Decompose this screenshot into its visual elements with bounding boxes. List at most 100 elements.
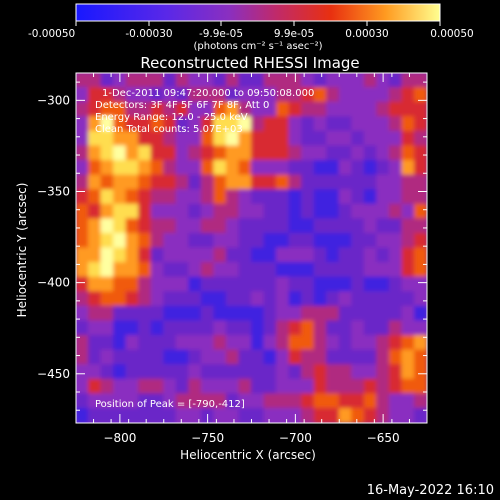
- heatmap-cell: [125, 291, 140, 307]
- heatmap-cell: [175, 116, 190, 132]
- heatmap-cell: [188, 262, 202, 278]
- heatmap-cell: [288, 393, 303, 409]
- heatmap-cell: [313, 262, 328, 278]
- heatmap-cell: [100, 130, 115, 147]
- heatmap-cell: [413, 276, 427, 293]
- heatmap-cell: [113, 130, 127, 147]
- heatmap-cell: [288, 335, 303, 351]
- heatmap-cell: [138, 145, 152, 161]
- heatmap-cell: [188, 320, 202, 336]
- heatmap-cell: [301, 393, 315, 409]
- heatmap-cell: [213, 393, 227, 409]
- heatmap-cell: [338, 407, 353, 423]
- heatmap-cell: [263, 335, 278, 351]
- heatmap-cell: [313, 87, 328, 103]
- heatmap-cell: [125, 73, 140, 89]
- heatmap-cell: [301, 189, 315, 205]
- heatmap-cell: [401, 145, 415, 161]
- heatmap-cell: [363, 203, 378, 220]
- heatmap-cell: [138, 203, 152, 220]
- heatmap-cell: [413, 218, 427, 234]
- heatmap-cell: [125, 276, 140, 293]
- heatmap-cell: [276, 349, 290, 366]
- heatmap-cell: [150, 203, 165, 220]
- heatmap-cell: [351, 232, 365, 249]
- heatmap-cell: [188, 291, 202, 307]
- heatmap-cell: [388, 218, 403, 234]
- heatmap-cell: [351, 145, 365, 161]
- heatmap-cell: [388, 276, 403, 293]
- heatmap-cell: [238, 160, 252, 176]
- heatmap-cell: [288, 160, 303, 176]
- heatmap-cell: [401, 335, 415, 351]
- heatmap-cell: [401, 189, 415, 205]
- heatmap-cell: [175, 407, 190, 423]
- heatmap-cell: [376, 335, 390, 351]
- heatmap-cell: [76, 232, 90, 249]
- heatmap-cell: [76, 393, 90, 409]
- heatmap-cell: [213, 407, 227, 423]
- heatmap-cell: [88, 291, 102, 307]
- heatmap-cell: [251, 320, 265, 336]
- heatmap-cell: [301, 378, 315, 395]
- heatmap-cell: [213, 145, 227, 161]
- colorbar-tick-label: 0.00050: [430, 28, 473, 40]
- heatmap-cell: [263, 145, 278, 161]
- chart-title: Reconstructed RHESSI Image: [140, 54, 359, 72]
- heatmap-cell: [88, 87, 102, 103]
- heatmap-cell: [338, 160, 353, 176]
- heatmap-cell: [150, 407, 165, 423]
- heatmap-cell: [188, 407, 202, 423]
- heatmap-cell: [100, 291, 115, 307]
- heatmap-cell: [301, 407, 315, 423]
- heatmap-cell: [225, 203, 240, 220]
- heatmap-cell: [363, 116, 378, 132]
- heatmap-cell: [225, 218, 240, 234]
- heatmap-cell: [225, 320, 240, 336]
- heatmap-cell: [288, 349, 303, 366]
- heatmap-cell: [313, 203, 328, 220]
- heatmap-cell: [238, 203, 252, 220]
- heatmap-cell: [113, 305, 127, 322]
- heatmap-cell: [276, 174, 290, 191]
- heatmap-cell: [76, 291, 90, 307]
- heatmap-cell: [276, 407, 290, 423]
- heatmap-cell: [238, 116, 252, 132]
- heatmap-cell: [150, 393, 165, 409]
- heatmap-cell: [200, 203, 215, 220]
- heatmap-cell: [76, 276, 90, 293]
- heatmap-cell: [100, 101, 115, 118]
- heatmap-cell: [413, 160, 427, 176]
- heatmap-cell: [401, 73, 415, 89]
- heatmap-cell: [388, 247, 403, 264]
- heatmap-cell: [188, 73, 202, 89]
- heatmap-cell: [351, 305, 365, 322]
- heatmap-cell: [276, 189, 290, 205]
- heatmap-cell: [163, 160, 177, 176]
- heatmap-cell: [401, 247, 415, 264]
- heatmap-cell: [113, 232, 127, 249]
- heatmap-cell: [376, 218, 390, 234]
- heatmap-cell: [163, 378, 177, 395]
- heatmap-cell: [76, 247, 90, 264]
- heatmap-cell: [125, 101, 140, 118]
- heatmap: [76, 73, 427, 423]
- heatmap-cell: [263, 320, 278, 336]
- heatmap-cell: [276, 291, 290, 307]
- heatmap-cell: [376, 276, 390, 293]
- heatmap-cell: [413, 247, 427, 264]
- heatmap-cell: [263, 203, 278, 220]
- colorbar-tick-label: 9.9e-05: [274, 28, 314, 40]
- colorbar-tick-label: -0.00030: [125, 28, 172, 40]
- heatmap-cell: [251, 393, 265, 409]
- heatmap-cell: [388, 320, 403, 336]
- heatmap-cell: [326, 189, 340, 205]
- heatmap-cell: [200, 349, 215, 366]
- heatmap-cell: [76, 218, 90, 234]
- heatmap-cell: [401, 203, 415, 220]
- heatmap-cell: [413, 145, 427, 161]
- heatmap-cell: [351, 378, 365, 395]
- heatmap-cell: [351, 247, 365, 264]
- time-range-text: 1-Dec-2011 09:47:20.000 to 09:50:08.000: [102, 88, 314, 99]
